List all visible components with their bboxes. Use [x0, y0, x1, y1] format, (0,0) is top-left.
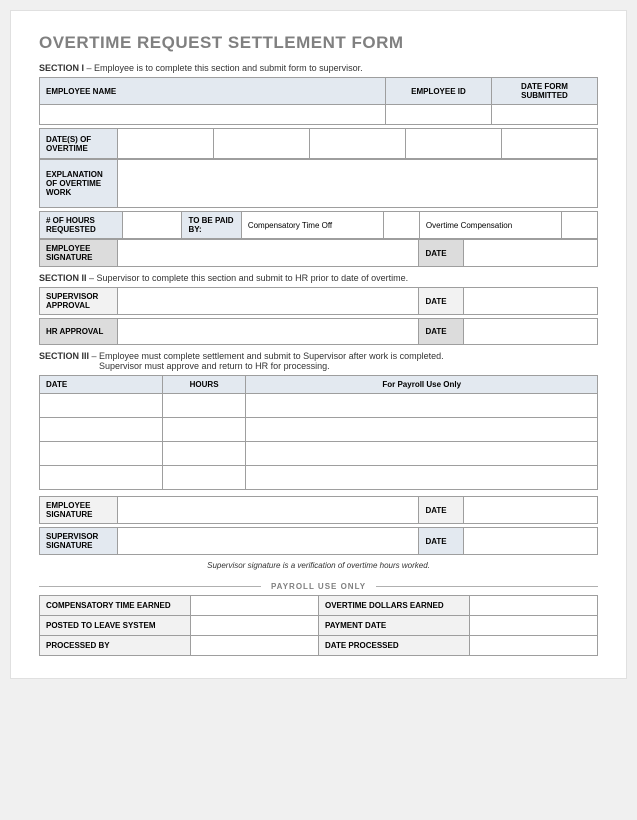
s3-sup-date-input[interactable] — [464, 528, 598, 555]
supervisor-approval-input[interactable] — [118, 288, 419, 315]
section3-emp-sig-table: EMPLOYEE SIGNATURE DATE — [39, 496, 598, 524]
comp-time-earned-input[interactable] — [190, 596, 318, 616]
hours-requested-header: # OF HOURS REQUESTED — [40, 212, 123, 239]
row1-hours[interactable] — [162, 394, 246, 418]
section3-label: SECTION III — [39, 351, 89, 361]
emp-signature-header: EMPLOYEE SIGNATURE — [40, 240, 118, 267]
section3-intro: SECTION III – Employee must complete set… — [39, 351, 598, 371]
row3-payroll[interactable] — [246, 442, 598, 466]
emp-sig-date-input[interactable] — [464, 240, 598, 267]
comp-time-off-label: Compensatory Time Off — [241, 212, 383, 239]
date-col-header: DATE — [40, 376, 163, 394]
section1-hours-table: # OF HOURS REQUESTED TO BE PAID BY: Comp… — [39, 211, 598, 239]
date-overtime-2[interactable] — [214, 129, 310, 159]
hr-date-header: DATE — [419, 319, 464, 345]
employee-name-input[interactable] — [40, 105, 386, 125]
row1-date[interactable] — [40, 394, 163, 418]
dates-overtime-header: DATE(S) OF OVERTIME — [40, 129, 118, 159]
row3-date[interactable] — [40, 442, 163, 466]
row1-payroll[interactable] — [246, 394, 598, 418]
section1-label: SECTION I — [39, 63, 84, 73]
section1-intro: SECTION I – Employee is to complete this… — [39, 63, 598, 73]
comp-time-off-checkbox[interactable] — [384, 212, 420, 239]
date-processed-header: DATE PROCESSED — [318, 636, 469, 656]
section2-supervisor-table: SUPERVISOR APPROVAL DATE — [39, 287, 598, 315]
section1-explanation-table: EXPLANATION OF OVERTIME WORK — [39, 159, 598, 208]
payroll-divider: PAYROLL USE ONLY — [39, 582, 598, 591]
date-overtime-1[interactable] — [118, 129, 214, 159]
employee-id-header: EMPLOYEE ID — [385, 78, 491, 105]
section3-sup-sig-table: SUPERVISOR SIGNATURE DATE — [39, 527, 598, 555]
overtime-comp-checkbox[interactable] — [562, 212, 598, 239]
employee-name-header: EMPLOYEE NAME — [40, 78, 386, 105]
s3-sup-sig-header: SUPERVISOR SIGNATURE — [40, 528, 118, 555]
date-processed-input[interactable] — [469, 636, 597, 656]
date-overtime-5[interactable] — [501, 129, 597, 159]
hours-requested-input[interactable] — [123, 212, 182, 239]
date-overtime-3[interactable] — [310, 129, 406, 159]
s3-emp-date-input[interactable] — [464, 497, 598, 524]
processed-by-input[interactable] — [190, 636, 318, 656]
hr-date-input[interactable] — [464, 319, 598, 345]
payroll-divider-label: PAYROLL USE ONLY — [261, 582, 376, 591]
s3-sup-sig-input[interactable] — [118, 528, 419, 555]
posted-leave-input[interactable] — [190, 616, 318, 636]
section1-text: – Employee is to complete this section a… — [84, 63, 363, 73]
row3-hours[interactable] — [162, 442, 246, 466]
row4-hours[interactable] — [162, 466, 246, 490]
explanation-header: EXPLANATION OF OVERTIME WORK — [40, 160, 118, 208]
overtime-dollars-header: OVERTIME DOLLARS EARNED — [318, 596, 469, 616]
supervisor-date-header: DATE — [419, 288, 464, 315]
s3-sup-date-header: DATE — [419, 528, 464, 555]
section1-header-table: EMPLOYEE NAME EMPLOYEE ID DATE FORM SUBM… — [39, 77, 598, 125]
payroll-table: COMPENSATORY TIME EARNED OVERTIME DOLLAR… — [39, 595, 598, 656]
payroll-col-header: For Payroll Use Only — [246, 376, 598, 394]
form-page: OVERTIME REQUEST SETTLEMENT FORM SECTION… — [10, 10, 627, 679]
employee-id-input[interactable] — [385, 105, 491, 125]
row4-date[interactable] — [40, 466, 163, 490]
section3-hours-table: DATE HOURS For Payroll Use Only — [39, 375, 598, 490]
section2-intro: SECTION II – Supervisor to complete this… — [39, 273, 598, 283]
section2-text: – Supervisor to complete this section an… — [87, 273, 409, 283]
date-overtime-4[interactable] — [406, 129, 502, 159]
section1-dates-table: DATE(S) OF OVERTIME — [39, 128, 598, 159]
hours-col-header: HOURS — [162, 376, 246, 394]
supervisor-date-input[interactable] — [464, 288, 598, 315]
comp-time-earned-header: COMPENSATORY TIME EARNED — [40, 596, 191, 616]
row2-hours[interactable] — [162, 418, 246, 442]
emp-sig-date-header: DATE — [419, 240, 464, 267]
section2-hr-table: HR APPROVAL DATE — [39, 318, 598, 345]
form-title: OVERTIME REQUEST SETTLEMENT FORM — [39, 33, 598, 53]
s3-emp-sig-header: EMPLOYEE SIGNATURE — [40, 497, 118, 524]
explanation-input[interactable] — [118, 160, 598, 208]
supervisor-approval-header: SUPERVISOR APPROVAL — [40, 288, 118, 315]
overtime-comp-label: Overtime Compensation — [419, 212, 561, 239]
payment-date-header: PAYMENT DATE — [318, 616, 469, 636]
hr-approval-input[interactable] — [118, 319, 419, 345]
row2-payroll[interactable] — [246, 418, 598, 442]
s3-emp-sig-input[interactable] — [118, 497, 419, 524]
overtime-dollars-input[interactable] — [469, 596, 597, 616]
section1-signature-table: EMPLOYEE SIGNATURE DATE — [39, 239, 598, 267]
section2-label: SECTION II — [39, 273, 87, 283]
date-submitted-header: DATE FORM SUBMITTED — [491, 78, 597, 105]
row4-payroll[interactable] — [246, 466, 598, 490]
section3-text2: Supervisor must approve and return to HR… — [99, 361, 330, 371]
hr-approval-header: HR APPROVAL — [40, 319, 118, 345]
s3-emp-date-header: DATE — [419, 497, 464, 524]
to-be-paid-header: TO BE PAID BY: — [182, 212, 241, 239]
processed-by-header: PROCESSED BY — [40, 636, 191, 656]
signature-note: Supervisor signature is a verification o… — [39, 561, 598, 570]
posted-leave-header: POSTED TO LEAVE SYSTEM — [40, 616, 191, 636]
emp-signature-input[interactable] — [118, 240, 419, 267]
payment-date-input[interactable] — [469, 616, 597, 636]
date-submitted-input[interactable] — [491, 105, 597, 125]
section3-text1: – Employee must complete settlement and … — [89, 351, 444, 361]
row2-date[interactable] — [40, 418, 163, 442]
